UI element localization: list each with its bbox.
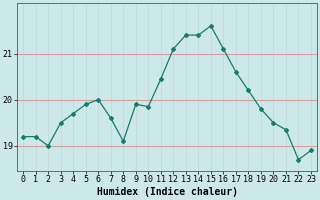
- X-axis label: Humidex (Indice chaleur): Humidex (Indice chaleur): [97, 187, 237, 197]
